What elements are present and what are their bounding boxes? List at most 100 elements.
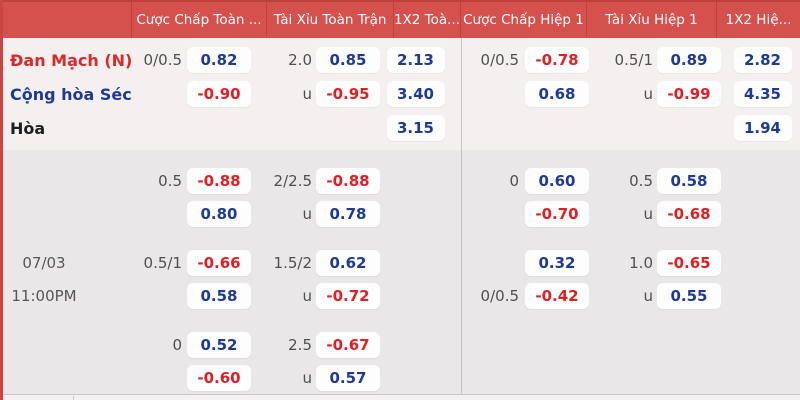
total-ft-label: u (302, 286, 312, 305)
odds-handicap-ft[interactable]: 0.58 (187, 282, 251, 309)
total-h1-label: u (643, 204, 653, 223)
odds-handicap-h1[interactable]: 0.32 (525, 249, 589, 276)
odds-overunder-ft[interactable]: 0.85 (316, 47, 380, 73)
odds-overunder-h1[interactable]: 0.89 (657, 47, 721, 73)
row-left-cell: Đan Mạch (N) (0, 51, 132, 70)
total-ft-label: u (302, 85, 312, 103)
odds-handicap-h1-cell: -0.78 (519, 47, 595, 73)
odds-handicap-h1-cell: 0.60 (519, 167, 595, 194)
odds-overunder-ft-cell: -0.67 (312, 331, 384, 358)
odds-handicap-ft[interactable]: -0.66 (187, 249, 251, 276)
odds-overunder-h1-cell: 0.89 (653, 47, 725, 73)
handicap-h1-label: 0/0.5 (480, 51, 519, 69)
next-section-edge (0, 394, 800, 400)
header-overunder-firsthalf: Tài Xỉu Hiệp 1 (587, 2, 717, 38)
total-h1-label: 1.0 (629, 253, 653, 272)
odds-handicap-h1[interactable]: 0.68 (525, 81, 589, 107)
odds-row: 0 0.52 2.5 -0.67 (0, 328, 800, 361)
odds-overunder-ft-cell: 0.78 (312, 200, 384, 227)
odds-header-row: Cược Chấp Toàn ... Tài Xỉu Toàn Trận 1X2… (0, 0, 800, 38)
odds-row: 11:00PM 0.58 u -0.72 0/0.5 -0.42 u 0.55 (0, 279, 800, 312)
row-left-cell: Hòa (0, 119, 132, 138)
odds-row: 0.80 u 0.78 -0.70 u -0.68 (0, 197, 800, 230)
odds-row-group-2: 0.5 -0.88 2/2.5 -0.88 0 0.60 0.5 0.58 0.80 u 0.78-… (0, 164, 800, 230)
total-ft-label: 2.5 (288, 335, 312, 354)
odds-overunder-ft[interactable]: -0.88 (316, 167, 380, 194)
odds-overunder-h1[interactable]: 0.55 (657, 282, 721, 309)
odds-1x2-ft-cell: 2.13 (384, 47, 447, 73)
odds-handicap-ft-cell: 0.80 (182, 200, 256, 227)
odds-overunder-ft[interactable]: -0.67 (316, 331, 380, 358)
odds-row: Đan Mạch (N) 0/0.5 0.82 2.0 0.85 2.13 0/0.5 -0.… (0, 43, 800, 77)
row-left-cell: Cộng hòa Séc (0, 85, 132, 104)
odds-handicap-h1[interactable]: 0.60 (525, 167, 589, 194)
odds-row: 07/03 0.5/1 -0.66 1.5/2 0.62 0.32 1.0 -0.65 (0, 246, 800, 279)
odds-overunder-h1-cell: -0.68 (653, 200, 725, 227)
odds-handicap-ft[interactable]: 0.82 (187, 47, 251, 73)
odds-row-group-4: 0 0.52 2.5 -0.67 -0.60 u 0.57 (0, 328, 800, 394)
odds-handicap-h1[interactable]: -0.70 (525, 200, 589, 227)
team-home-name: Đan Mạch (N) (10, 50, 132, 70)
odds-overunder-h1[interactable]: -0.68 (657, 200, 721, 227)
odds-overunder-ft[interactable]: -0.95 (316, 81, 380, 107)
odds-handicap-h1[interactable]: -0.42 (525, 282, 589, 309)
odds-overunder-ft[interactable]: 0.78 (316, 200, 380, 227)
odds-overunder-h1-cell: -0.99 (653, 81, 725, 107)
odds-overunder-h1-cell: 0.55 (653, 282, 725, 309)
table-left-accent-bar (0, 0, 3, 400)
odds-handicap-ft[interactable]: 0.52 (187, 331, 251, 358)
odds-row-group-3: 07/03 0.5/1 -0.66 1.5/2 0.62 0.32 1.0 -0.65 11:0… (0, 246, 800, 312)
odds-overunder-ft-cell: 0.85 (312, 47, 384, 73)
odds-1x2-ft-cell: 3.15 (384, 115, 447, 141)
header-teams-column (0, 2, 132, 38)
team-away-name: Cộng hòa Séc (10, 84, 132, 104)
odds-overunder-ft[interactable]: -0.72 (316, 282, 380, 309)
odds-overunder-h1[interactable]: -0.65 (657, 249, 721, 276)
total-ft-label: 1.5/2 (273, 253, 312, 272)
total-h1-label: 0.5/1 (614, 51, 653, 69)
odds-1x2-ft[interactable]: 3.15 (386, 115, 445, 141)
odds-overunder-ft[interactable]: 0.57 (316, 364, 380, 391)
odds-handicap-h1-cell: 0.68 (519, 81, 595, 107)
handicap-ft-label: 0.5/1 (143, 253, 182, 272)
odds-handicap-h1-cell: -0.70 (519, 200, 595, 227)
odds-1x2-ft[interactable]: 2.13 (386, 47, 445, 73)
odds-overunder-ft-cell: 0.62 (312, 249, 384, 276)
odds-handicap-ft-cell: 0.52 (182, 331, 256, 358)
total-ft-label: u (302, 204, 312, 223)
odds-overunder-h1[interactable]: -0.99 (657, 81, 721, 107)
odds-handicap-ft[interactable]: -0.60 (187, 364, 251, 391)
odds-overunder-ft-cell: -0.95 (312, 81, 384, 107)
odds-handicap-ft-cell: 0.82 (182, 47, 256, 73)
odds-overunder-ft[interactable]: 0.62 (316, 249, 380, 276)
odds-1x2-h1[interactable]: 4.35 (733, 81, 792, 107)
header-1x2-firsthalf: 1X2 Hiệ... (725, 12, 792, 28)
odds-1x2-ft[interactable]: 3.40 (386, 81, 445, 107)
next-section-column-tick (73, 396, 74, 400)
fulltime-firsthalf-divider (461, 38, 462, 394)
header-handicap-fulltime: Cược Chấp Toàn ... (132, 2, 267, 38)
handicap-ft-label: 0 (172, 335, 182, 354)
odds-handicap-ft-cell: -0.66 (182, 249, 256, 276)
odds-row: -0.60 u 0.57 (0, 361, 800, 394)
match-date: 07/03 (22, 254, 66, 272)
handicap-ft-label: 0/0.5 (143, 51, 182, 69)
odds-handicap-ft-cell: -0.90 (182, 81, 256, 107)
handicap-ft-label: 0.5 (158, 171, 182, 190)
odds-row: 0.5 -0.88 2/2.5 -0.88 0 0.60 0.5 0.58 (0, 164, 800, 197)
odds-row: Cộng hòa Séc -0.90 u -0.95 3.40 0.68 u -0.99 4.3… (0, 77, 800, 111)
odds-1x2-ft-cell: 3.40 (384, 81, 447, 107)
draw-row-label: Hòa (10, 118, 46, 138)
odds-handicap-h1[interactable]: -0.78 (525, 47, 589, 73)
odds-handicap-ft[interactable]: -0.90 (187, 81, 251, 107)
odds-overunder-ft-cell: -0.72 (312, 282, 384, 309)
odds-1x2-h1[interactable]: 2.82 (733, 47, 792, 73)
odds-overunder-h1[interactable]: 0.58 (657, 167, 721, 194)
odds-handicap-ft[interactable]: 0.80 (187, 200, 251, 227)
odds-handicap-ft[interactable]: -0.88 (187, 167, 251, 194)
total-ft-label: u (302, 368, 312, 387)
odds-row: Hòa 3.15 1.94 (0, 111, 800, 145)
odds-1x2-h1[interactable]: 1.94 (733, 115, 792, 141)
header-1x2-fulltime: 1X2 Toà... (394, 2, 461, 38)
